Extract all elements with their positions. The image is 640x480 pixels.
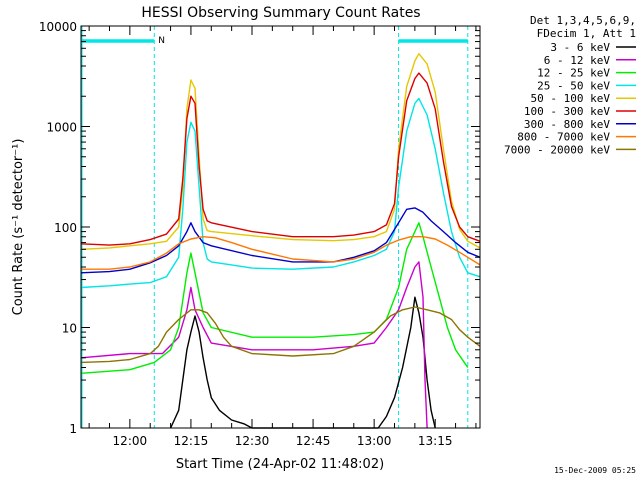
legend-label-9: 7000 - 20000 keV	[504, 143, 610, 156]
legend-label-3: 12 - 25 keV	[537, 67, 610, 80]
legend-label-5: 50 - 100 keV	[531, 92, 611, 105]
legend-header-line-1: Det 1,3,4,5,6,9,	[530, 14, 636, 27]
y-tick-label-1: 1	[69, 422, 77, 436]
series-line-3	[80, 222, 469, 374]
series-line-6	[80, 72, 481, 246]
x-axis-label: Start Time (24-Apr-02 11:48:02)	[176, 457, 384, 472]
legend-label-1: 3 - 6 keV	[550, 41, 610, 54]
y-tick-label-5: 10000	[39, 20, 77, 34]
series-line-7	[80, 207, 481, 274]
series-line-5	[80, 53, 481, 250]
night-label: N	[158, 36, 165, 46]
x-tick-label-5: 13:00	[357, 434, 392, 448]
series-line-8	[81, 236, 481, 270]
timestamp: 15-Dec-2009 05:25	[554, 466, 636, 475]
legend: Det 1,3,4,5,6,9, FDecim 1, Att 1 3 - 6 k…	[504, 14, 636, 156]
series-line-9	[80, 306, 481, 364]
y-tick-label-2: 10	[62, 322, 77, 336]
plot-area: N	[80, 26, 481, 429]
legend-label-2: 6 - 12 keV	[544, 54, 611, 67]
legend-header-line-2: FDecim 1, Att 1	[537, 27, 636, 40]
legend-label-4: 25 - 50 keV	[537, 79, 610, 92]
x-tick-label-6: 13:15	[418, 434, 453, 448]
x-tick-label-3: 12:30	[235, 434, 270, 448]
series-line-2	[80, 261, 428, 429]
y-axis-label: Count Rate (s⁻¹ detector⁻¹)	[11, 139, 26, 316]
y-tick-label-3: 100	[54, 221, 77, 235]
x-tick-label-1: 12:00	[113, 434, 148, 448]
x-tick-label-4: 12:45	[296, 434, 331, 448]
series-line-1	[169, 296, 436, 429]
legend-label-7: 300 - 800 keV	[524, 118, 610, 131]
axes: 1 10 100 1000 10000 12:00 12:15 12:30 12:45 13:00…	[39, 20, 480, 448]
legend-label-8: 800 - 7000 keV	[517, 131, 610, 144]
legend-label-6: 100 - 300 keV	[524, 105, 610, 118]
y-tick-label-4: 1000	[46, 121, 77, 135]
x-tick-label-2: 12:15	[174, 434, 209, 448]
series-line-4	[80, 97, 481, 289]
chart-title: HESSI Observing Summary Count Rates	[141, 5, 420, 21]
